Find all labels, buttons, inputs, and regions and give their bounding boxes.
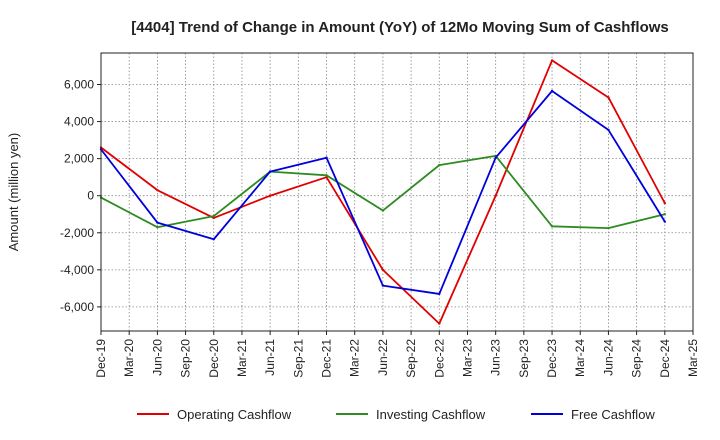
x-tick-label: Jun-21 <box>263 339 277 376</box>
legend-label: Operating Cashflow <box>177 407 292 422</box>
data-point: Free Cashflow Dec-21: 2050 <box>325 156 328 159</box>
x-tick-label: Mar-24 <box>573 339 587 377</box>
data-point: Operating Cashflow Dec-24: -400 <box>663 201 667 205</box>
data-point: Investing Cashflow Dec-23: -1650 <box>550 225 554 228</box>
y-tick-label: -4,000 <box>60 263 94 277</box>
data-point: Free Cashflow Jun-22: -4850 <box>381 284 385 287</box>
series-lines: Operating Cashflow Dec-19: 2600Operating… <box>99 59 667 325</box>
legend-item-free-cashflow: Free Cashflow <box>531 407 655 422</box>
x-tick-label: Sep-23 <box>517 339 531 378</box>
x-tick-label: Mar-25 <box>686 339 700 377</box>
data-point: Operating Cashflow Jun-22: -4000 <box>381 268 385 272</box>
x-tick-label: Jun-22 <box>376 339 390 376</box>
x-tick-label: Sep-24 <box>630 339 644 378</box>
data-point: Free Cashflow Dec-22: -5300 <box>438 292 441 296</box>
y-axis-label: Amount (million yen) <box>6 133 21 252</box>
data-point: Investing Cashflow Dec-22: 1650 <box>438 163 441 167</box>
legend-item-investing-cashflow: Investing Cashflow <box>336 407 486 422</box>
data-point: Investing Cashflow Jun-22: -800 <box>381 209 385 212</box>
legend-item-operating-cashflow: Operating Cashflow <box>137 407 292 422</box>
x-tick-label: Jun-24 <box>601 339 615 376</box>
y-tick-label: 6,000 <box>64 78 94 92</box>
data-point: Operating Cashflow Jun-21: 0 <box>268 194 272 197</box>
data-point: Free Cashflow Jun-23: 2050 <box>494 156 497 159</box>
data-point: Operating Cashflow Jun-24: 5300 <box>607 96 610 99</box>
data-point: Operating Cashflow Dec-23: 7300 <box>550 59 554 62</box>
data-point: Investing Cashflow Jun-20: -1700 <box>156 226 159 229</box>
y-tick-label: 4,000 <box>64 115 94 129</box>
data-point: Operating Cashflow Jun-23: 0 <box>494 194 497 197</box>
data-point: Operating Cashflow Jun-20: 300 <box>156 188 159 192</box>
data-point: Operating Cashflow Dec-22: -6900 <box>438 322 441 325</box>
x-tick-label: Jun-20 <box>150 339 164 376</box>
data-point: Free Cashflow Jun-21: 1300 <box>268 170 272 173</box>
x-tick-label: Dec-19 <box>94 339 108 378</box>
plot-frame <box>100 52 694 332</box>
x-tick-label: Dec-23 <box>545 339 559 378</box>
legend-label: Free Cashflow <box>571 407 655 422</box>
x-ticks: Dec-19 Mar-20 Jun-20 Sep-20 Dec-20 Mar-21 Jun-… <box>94 331 700 378</box>
x-tick-label: Dec-22 <box>432 339 446 378</box>
x-tick-label: Dec-24 <box>658 339 672 378</box>
grid <box>100 53 694 331</box>
data-point: Free Cashflow Dec-20: -2350 <box>212 238 215 241</box>
x-tick-label: Sep-22 <box>404 339 418 378</box>
series-line-investing-cashflow <box>100 154 666 230</box>
x-tick-label: Mar-22 <box>348 339 362 377</box>
chart-title: [4404] Trend of Change in Amount (YoY) o… <box>131 19 669 36</box>
data-point: Investing Cashflow Dec-24: -1000 <box>663 213 667 216</box>
x-tick-label: Jun-23 <box>489 339 503 376</box>
data-point: Investing Cashflow Dec-20: -1100 <box>212 214 215 218</box>
legend: Operating Cashflow Investing Cashflow Free… <box>137 407 655 422</box>
data-point: Free Cashflow Jun-20: -1450 <box>156 221 159 224</box>
data-point: Investing Cashflow Jun-24: -1750 <box>607 226 610 230</box>
legend-label: Investing Cashflow <box>376 407 486 422</box>
x-tick-label: Mar-21 <box>235 339 249 377</box>
x-tick-label: Sep-21 <box>291 339 305 378</box>
x-tick-label: Mar-20 <box>122 339 136 377</box>
data-point: Free Cashflow Dec-23: 5650 <box>550 89 554 93</box>
y-tick-label: 0 <box>87 189 94 203</box>
x-tick-label: Dec-21 <box>320 339 334 378</box>
x-tick-label: Sep-20 <box>179 339 193 378</box>
data-point: Operating Cashflow Dec-20: -1200 <box>212 216 215 220</box>
data-point: Free Cashflow Jun-24: 3550 <box>607 128 610 132</box>
x-tick-label: Dec-20 <box>207 339 221 378</box>
data-point: Free Cashflow Dec-24: -1400 <box>663 220 667 223</box>
y-tick-label: -6,000 <box>60 300 94 314</box>
y-ticks: -6,000 -4,000 -2,000 0 2,000 4,000 6,000 <box>60 78 101 314</box>
x-tick-label: Mar-23 <box>460 339 474 377</box>
data-point: Investing Cashflow Dec-21: 1100 <box>325 174 328 177</box>
y-tick-label: 2,000 <box>64 152 94 166</box>
y-tick-label: -2,000 <box>60 226 94 240</box>
